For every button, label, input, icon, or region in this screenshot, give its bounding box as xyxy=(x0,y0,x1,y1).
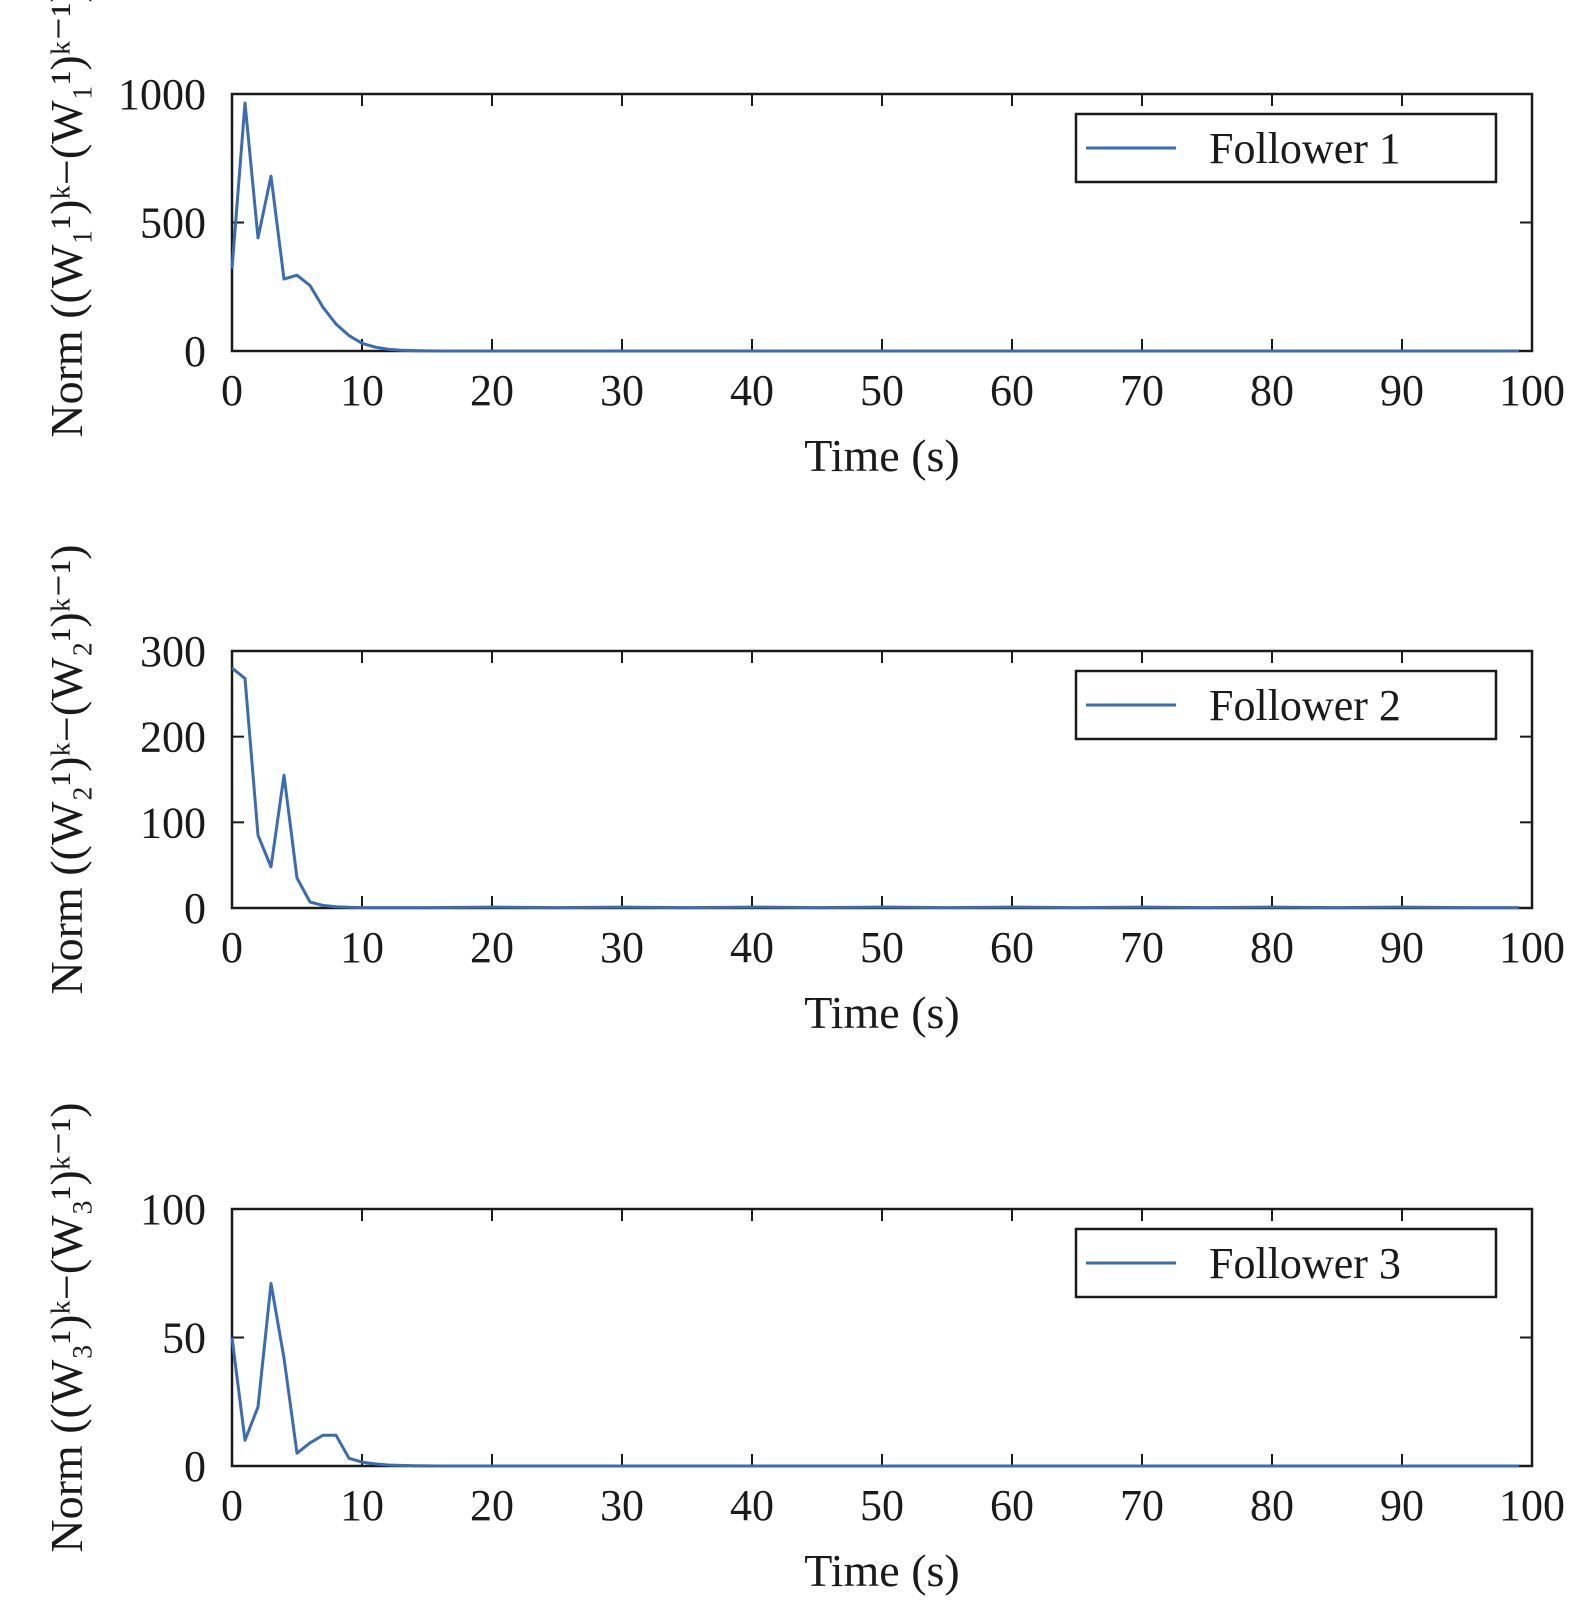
y-tick-label: 0 xyxy=(184,327,206,376)
x-axis-label: Time (s) xyxy=(804,1545,960,1596)
x-tick-label: 90 xyxy=(1380,366,1424,415)
x-tick-label: 20 xyxy=(470,923,514,972)
x-tick-label: 50 xyxy=(860,366,904,415)
y-tick-label: 0 xyxy=(184,1442,206,1491)
x-tick-label: 0 xyxy=(221,366,243,415)
y-axis-label: Norm ((W₂¹)ᵏ−(W₂¹)ᵏ⁻¹) xyxy=(41,544,92,994)
series-line-follower-2 xyxy=(231,666,1519,910)
x-axis-label: Time (s) xyxy=(804,430,960,481)
x-tick-label: 60 xyxy=(990,366,1034,415)
x-tick-label: 100 xyxy=(1499,923,1565,972)
x-tick-label: 80 xyxy=(1250,1481,1294,1530)
chart-panel-2: 0 10 20 30 40 50 60 70 80 90 100 0 100 200 300 Time (s)… xyxy=(41,544,1565,1038)
y-tick-label: 100 xyxy=(140,1185,206,1234)
y-tick-label: 200 xyxy=(140,713,206,762)
x-tick-label: 10 xyxy=(340,366,384,415)
x-tick-label: 90 xyxy=(1380,923,1424,972)
chart-panel-3: 0 10 20 30 40 50 60 70 80 90 100 0 50 100 Time (s) Norm… xyxy=(41,1102,1565,1596)
y-tick-label: 1000 xyxy=(118,70,206,119)
x-tick-label: 10 xyxy=(340,1481,384,1530)
x-tick-label: 80 xyxy=(1250,923,1294,972)
x-tick-label: 20 xyxy=(470,1481,514,1530)
x-tick-label: 40 xyxy=(730,923,774,972)
x-tick-label: 20 xyxy=(470,366,514,415)
x-tick-label: 50 xyxy=(860,1481,904,1530)
x-tick-label: 60 xyxy=(990,1481,1034,1530)
x-tick-label: 70 xyxy=(1120,1481,1164,1530)
y-axis-label: Norm ((W₁¹)ᵏ−(W₁¹)ᵏ⁻¹) xyxy=(41,0,92,438)
x-tick-label: 60 xyxy=(990,923,1034,972)
y-axis-label: Norm ((W₃¹)ᵏ−(W₃¹)ᵏ⁻¹) xyxy=(41,1102,92,1552)
y-tick-label: 500 xyxy=(140,199,206,248)
y-tick-label: 0 xyxy=(184,884,206,933)
legend-label: Follower 1 xyxy=(1209,124,1401,173)
x-tick-label: 10 xyxy=(340,923,384,972)
x-tick-label: 30 xyxy=(600,923,644,972)
legend: Follower 3 xyxy=(1074,1227,1498,1299)
y-tick-label: 300 xyxy=(140,627,206,676)
x-tick-label: 70 xyxy=(1120,366,1164,415)
x-tick-label: 30 xyxy=(600,366,644,415)
legend-label: Follower 3 xyxy=(1209,1239,1401,1288)
x-tick-label: 100 xyxy=(1499,1481,1565,1530)
x-axis-label: Time (s) xyxy=(804,987,960,1038)
x-tick-label: 0 xyxy=(221,923,243,972)
y-tick-label: 100 xyxy=(140,798,206,847)
x-tick-label: 30 xyxy=(600,1481,644,1530)
x-tick-label: 70 xyxy=(1120,923,1164,972)
legend-label: Follower 2 xyxy=(1209,681,1401,730)
x-tick-label: 100 xyxy=(1499,366,1565,415)
legend: Follower 1 xyxy=(1074,112,1498,184)
legend: Follower 2 xyxy=(1074,669,1498,741)
series-line-follower-3 xyxy=(230,1282,1519,1468)
x-tick-label: 40 xyxy=(730,366,774,415)
x-tick-label: 90 xyxy=(1380,1481,1424,1530)
x-tick-label: 80 xyxy=(1250,366,1294,415)
y-tick-label: 50 xyxy=(162,1314,206,1363)
x-tick-label: 0 xyxy=(221,1481,243,1530)
series-line-follower-1 xyxy=(230,101,1519,353)
x-tick-label: 50 xyxy=(860,923,904,972)
x-tick-label: 40 xyxy=(730,1481,774,1530)
